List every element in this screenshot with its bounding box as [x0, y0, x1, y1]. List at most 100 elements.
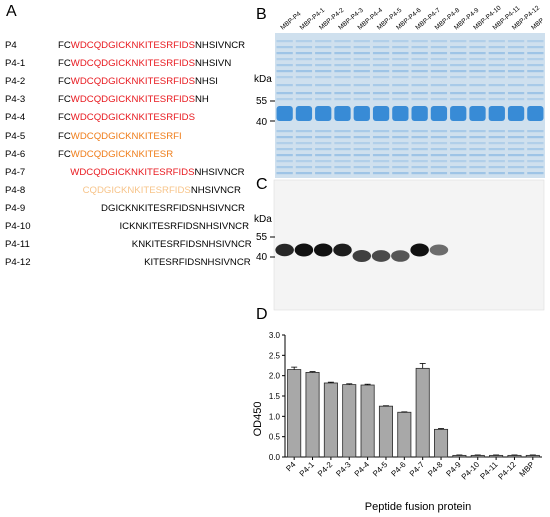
gel-minor-band [315, 136, 332, 139]
gel-minor-band [430, 64, 448, 67]
gel-minor-band [392, 70, 409, 73]
gel-minor-band [488, 142, 505, 145]
sequence-row: P4-7 WDCQDGICKNKITESRFIDSNHSIVNCR [5, 167, 245, 179]
coomassie-gel: kDa 55 40 MBP-P4MBP-P4-1MBP-P4-2MBP-P4-3… [254, 4, 545, 178]
gel-minor-band [527, 130, 544, 133]
sequence-residues: KITESRFIDSNHSIVNCR [144, 257, 251, 269]
sequence-name: P4-8 [5, 184, 26, 196]
gel-minor-band [353, 64, 370, 67]
gel-minor-band [411, 142, 428, 145]
gel-minor-band [295, 70, 313, 73]
gel-minor-band [411, 160, 428, 163]
gel-minor-band [527, 64, 544, 67]
gel-minor-band [469, 40, 486, 43]
gel-minor-band [276, 58, 293, 61]
gel-minor-band [392, 160, 409, 163]
gel-minor-band [507, 130, 525, 133]
gel-minor-band [372, 84, 390, 87]
gel-minor-band [430, 58, 448, 61]
gel-minor-band [334, 130, 351, 133]
gel-minor-band [334, 84, 351, 87]
gel-minor-band [507, 148, 525, 151]
gel-minor-band [488, 70, 505, 73]
sequence-residues: FCWDCQDGICKNKITESRFIDSNHSIVN [58, 58, 231, 70]
bar-p4-10 [470, 454, 485, 458]
gel-minor-band [295, 148, 313, 151]
sequence-residues: WDCQDGICKNKITESRFIDSNHSIVNCR [70, 167, 244, 179]
gel-minor-band [315, 148, 332, 151]
gel-lane-label: MBP [530, 17, 545, 31]
gel-minor-band [450, 84, 467, 87]
gel-minor-band [507, 70, 525, 73]
gel-minor-band [276, 98, 293, 101]
gel-minor-band [372, 76, 390, 79]
sequence-segment: FC [58, 58, 71, 70]
sequence-residues: KNKITESRFIDSNHSIVNCR [132, 239, 252, 251]
sequence-segment: DGICKNKITESRFIDSNHSIVNCR [101, 202, 245, 214]
gel-minor-band [372, 142, 390, 145]
gel-minor-band [411, 92, 428, 95]
gel-minor-band [469, 142, 486, 145]
gel-minor-band [450, 130, 467, 133]
panel-d-label: D [256, 306, 268, 323]
gel-minor-band [450, 58, 467, 61]
gel-minor-band [430, 76, 448, 79]
gel-main-band [372, 106, 390, 121]
gel-minor-band [276, 130, 293, 133]
sequence-name: P4-3 [5, 94, 26, 106]
gel-minor-band [353, 130, 370, 133]
gel-minor-band [469, 76, 486, 79]
gel-main-band [527, 106, 544, 121]
gel-minor-band [430, 92, 448, 95]
blot-band [410, 243, 429, 257]
gel-minor-band [295, 142, 313, 145]
gel-minor-band [295, 172, 313, 175]
sequence-segment: WDCQDGICKNKITESRFIDS [70, 112, 195, 124]
gel-minor-band [315, 92, 332, 95]
chart-xlabel: Peptide fusion protein [365, 501, 471, 513]
gel-b-kda-label: kDa [254, 74, 272, 85]
gel-minor-band [276, 166, 293, 169]
gel-minor-band [507, 76, 525, 79]
gel-minor-band [315, 160, 332, 163]
gel-b-background [275, 33, 545, 178]
gel-minor-band [450, 172, 467, 175]
gel-minor-band [276, 172, 293, 175]
gel-minor-band [334, 148, 351, 151]
gel-minor-band [507, 64, 525, 67]
gel-minor-band [315, 98, 332, 101]
gel-minor-band [411, 136, 428, 139]
gel-minor-band [507, 154, 525, 157]
gel-minor-band [353, 172, 370, 175]
blot-band [313, 243, 333, 257]
blot-c-background [273, 179, 545, 311]
gel-minor-band [430, 136, 448, 139]
gel-minor-band [392, 142, 409, 145]
blot-c-bands [275, 243, 449, 262]
bar-p4-2 [323, 382, 338, 458]
gel-minor-band [488, 58, 505, 61]
gel-minor-band [353, 160, 370, 163]
blot-c-marker-55: 55 [256, 232, 268, 243]
gel-minor-band [334, 136, 351, 139]
x-tick-label: P4-8 [426, 460, 445, 479]
sequence-segment: FC [58, 76, 71, 88]
gel-minor-band [392, 58, 409, 61]
gel-minor-band [450, 46, 467, 49]
bar-p4-11 [489, 454, 504, 458]
x-tick-label: P4-5 [371, 460, 390, 479]
blot-band [371, 250, 391, 262]
sequence-row: P4-1 FCWDCQDGICKNKITESRFIDSNHSIVN [5, 58, 245, 70]
y-tick-label: 0.5 [269, 433, 281, 442]
gel-minor-band [411, 58, 428, 61]
gel-minor-band [411, 84, 428, 87]
gel-minor-band [527, 148, 544, 151]
gel-minor-band [392, 166, 409, 169]
gel-minor-band [488, 136, 505, 139]
gel-minor-band [488, 92, 505, 95]
gel-main-band [411, 106, 428, 121]
sequence-name: P4 [5, 40, 17, 51]
gel-minor-band [488, 148, 505, 151]
blot-band [275, 243, 294, 257]
gel-minor-band [507, 98, 525, 101]
